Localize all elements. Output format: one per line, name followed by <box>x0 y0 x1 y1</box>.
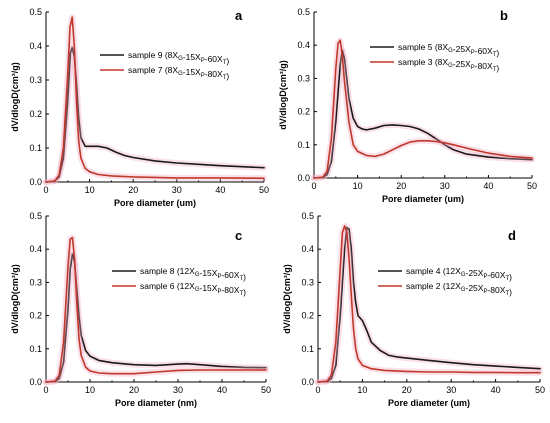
y-tick-label: 0.4 <box>29 41 42 51</box>
series-line-2 <box>45 16 265 183</box>
y-tick-label: 0.0 <box>29 177 42 187</box>
y-axis-title: dV/dlogD(cm³/g) <box>278 60 288 130</box>
x-tick-label: 0 <box>311 181 316 191</box>
y-tick-label: 0.5 <box>29 7 42 17</box>
x-tick-label: 20 <box>396 181 406 191</box>
series-halo <box>43 14 267 185</box>
x-tick-label: 50 <box>527 181 537 191</box>
legend-label: sample 8 (12XG-15XP-60XT) <box>140 266 246 282</box>
legend-label: sample 4 (12XG-25XP-60XT) <box>406 266 512 282</box>
series-line-1 <box>317 226 541 383</box>
y-tick-label: 0.1 <box>301 344 314 354</box>
x-tick-label: 40 <box>217 385 227 395</box>
legend-label: sample 6 (12XG-15XP-80XT) <box>140 281 246 297</box>
x-tick-label: 30 <box>172 185 182 195</box>
series-line-2 <box>317 225 541 383</box>
x-tick-label: 50 <box>259 185 269 195</box>
x-tick-label: 10 <box>357 385 367 395</box>
y-tick-label: 0.1 <box>29 143 42 153</box>
y-tick-label: 0.4 <box>301 244 314 254</box>
x-tick-label: 0 <box>43 185 48 195</box>
x-axis-title: Pore diameter (nm) <box>115 398 197 408</box>
x-tick-label: 30 <box>440 181 450 191</box>
x-tick-label: 30 <box>446 385 456 395</box>
y-tick-label: 0.3 <box>297 73 310 83</box>
y-tick-label: 0.3 <box>29 75 42 85</box>
y-tick-label: 0.0 <box>301 377 314 387</box>
y-axis-title: dV/dlogD(cm³/g) <box>10 62 20 132</box>
y-tick-label: 0.2 <box>301 311 314 321</box>
series-line-2 <box>313 39 533 179</box>
series-line-1 <box>313 49 533 179</box>
legend-label: sample 2 (12XG-25XP-80XT) <box>406 281 512 297</box>
series-line-2 <box>45 236 267 383</box>
x-tick-label: 10 <box>85 385 95 395</box>
chart-panel-a: 0 10 20 30 40 50 0.0 0.1 0.2 0.3 0.4 0.5 Pore diamet… <box>10 7 269 208</box>
x-tick-label: 20 <box>402 385 412 395</box>
x-tick-label: 10 <box>85 185 95 195</box>
y-tick-label: 0.0 <box>29 377 42 387</box>
x-tick-label: 20 <box>129 385 139 395</box>
legend-label: sample 3 (8XG-25XP-80XT) <box>398 57 499 73</box>
x-tick-label: 50 <box>261 385 271 395</box>
y-tick-label: 0.5 <box>29 211 42 221</box>
x-tick-label: 30 <box>173 385 183 395</box>
panel-letter: a <box>235 8 243 23</box>
panel-letter: b <box>500 8 508 23</box>
series-line-1 <box>45 253 267 383</box>
x-axis-title: Pore diameter (um) <box>382 194 464 204</box>
y-tick-label: 0.5 <box>301 211 314 221</box>
x-tick-label: 40 <box>491 385 501 395</box>
panel-letter: d <box>508 228 516 243</box>
y-tick-label: 0.4 <box>29 244 42 254</box>
y-tick-label: 0.2 <box>297 107 310 117</box>
y-tick-label: 0.3 <box>301 277 314 287</box>
panel-letter: c <box>235 228 242 243</box>
chart-panel-c: 0 10 20 30 40 50 0.0 0.1 0.2 0.3 0.4 0.5 Pore diamet… <box>10 211 271 408</box>
x-tick-label: 20 <box>128 185 138 195</box>
y-tick-label: 0.0 <box>297 173 310 183</box>
y-tick-label: 0.2 <box>29 311 42 321</box>
y-tick-label: 0.4 <box>297 40 310 50</box>
y-tick-label: 0.1 <box>29 344 42 354</box>
y-tick-label: 0.1 <box>297 140 310 150</box>
legend-label: sample 7 (8XG-15XP-80XT) <box>128 65 229 81</box>
x-tick-label: 40 <box>215 185 225 195</box>
x-tick-label: 40 <box>483 181 493 191</box>
x-axis-title: Pore diameter (um) <box>114 198 196 208</box>
x-tick-label: 0 <box>43 385 48 395</box>
series-line-1 <box>45 46 265 183</box>
y-axis-title: dV/dlogD(cm³/g) <box>10 264 20 334</box>
y-tick-label: 0.5 <box>297 7 310 17</box>
legend-label: sample 5 (8XG-25XP-60XT) <box>398 42 499 58</box>
legend-label: sample 9 (8XG-15XP-60XT) <box>128 50 229 66</box>
y-tick-label: 0.2 <box>29 109 42 119</box>
y-tick-label: 0.3 <box>29 277 42 287</box>
x-tick-label: 50 <box>535 385 545 395</box>
x-tick-label: 0 <box>315 385 320 395</box>
series-halo <box>43 234 269 385</box>
x-axis-title: Pore diameter (um) <box>388 398 470 408</box>
y-axis-title: dV/dlogD(cm³/g) <box>282 264 292 334</box>
chart-panel-d: 0 10 20 30 40 50 0.0 0.1 0.2 0.3 0.4 0.5 Pore diamet… <box>282 211 545 408</box>
x-tick-label: 10 <box>353 181 363 191</box>
chart-panel-b: 0 10 20 30 40 50 0.0 0.1 0.2 0.3 0.4 0.5 Pore diamet… <box>278 7 537 204</box>
